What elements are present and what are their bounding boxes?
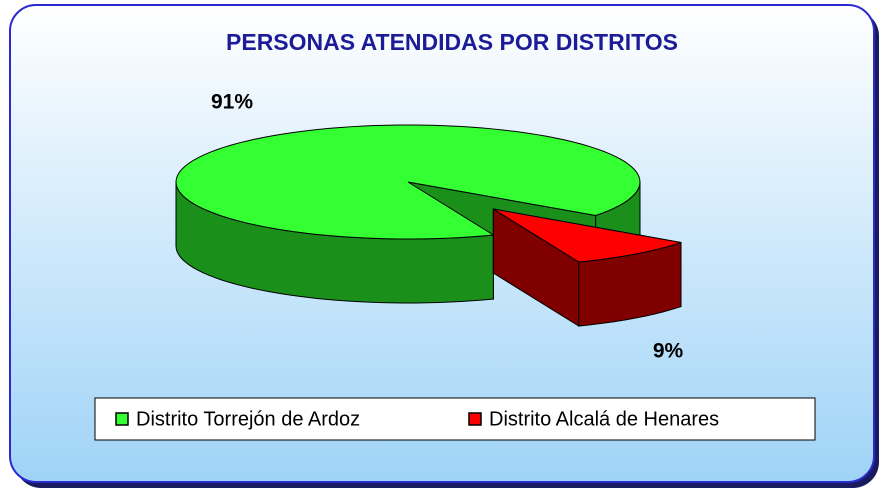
legend-label: Distrito Torrejón de Ardoz: [136, 408, 360, 430]
pie: 91% 9%: [175, 91, 684, 363]
legend-swatch: [115, 412, 129, 426]
legend-swatch: [468, 412, 482, 426]
pie-slice: [493, 208, 682, 263]
data-label: 91%: [211, 91, 253, 114]
chart-title: PERSONAS ATENDIDAS POR DISTRITOS: [226, 29, 678, 55]
pie-slice: [175, 124, 641, 240]
legend-label: Distrito Alcalá de Henares: [489, 408, 719, 430]
data-label: 9%: [653, 340, 684, 363]
legend: Distrito Torrejón de Ardoz Distrito Alcal…: [115, 408, 719, 430]
legend-box: [94, 397, 816, 441]
